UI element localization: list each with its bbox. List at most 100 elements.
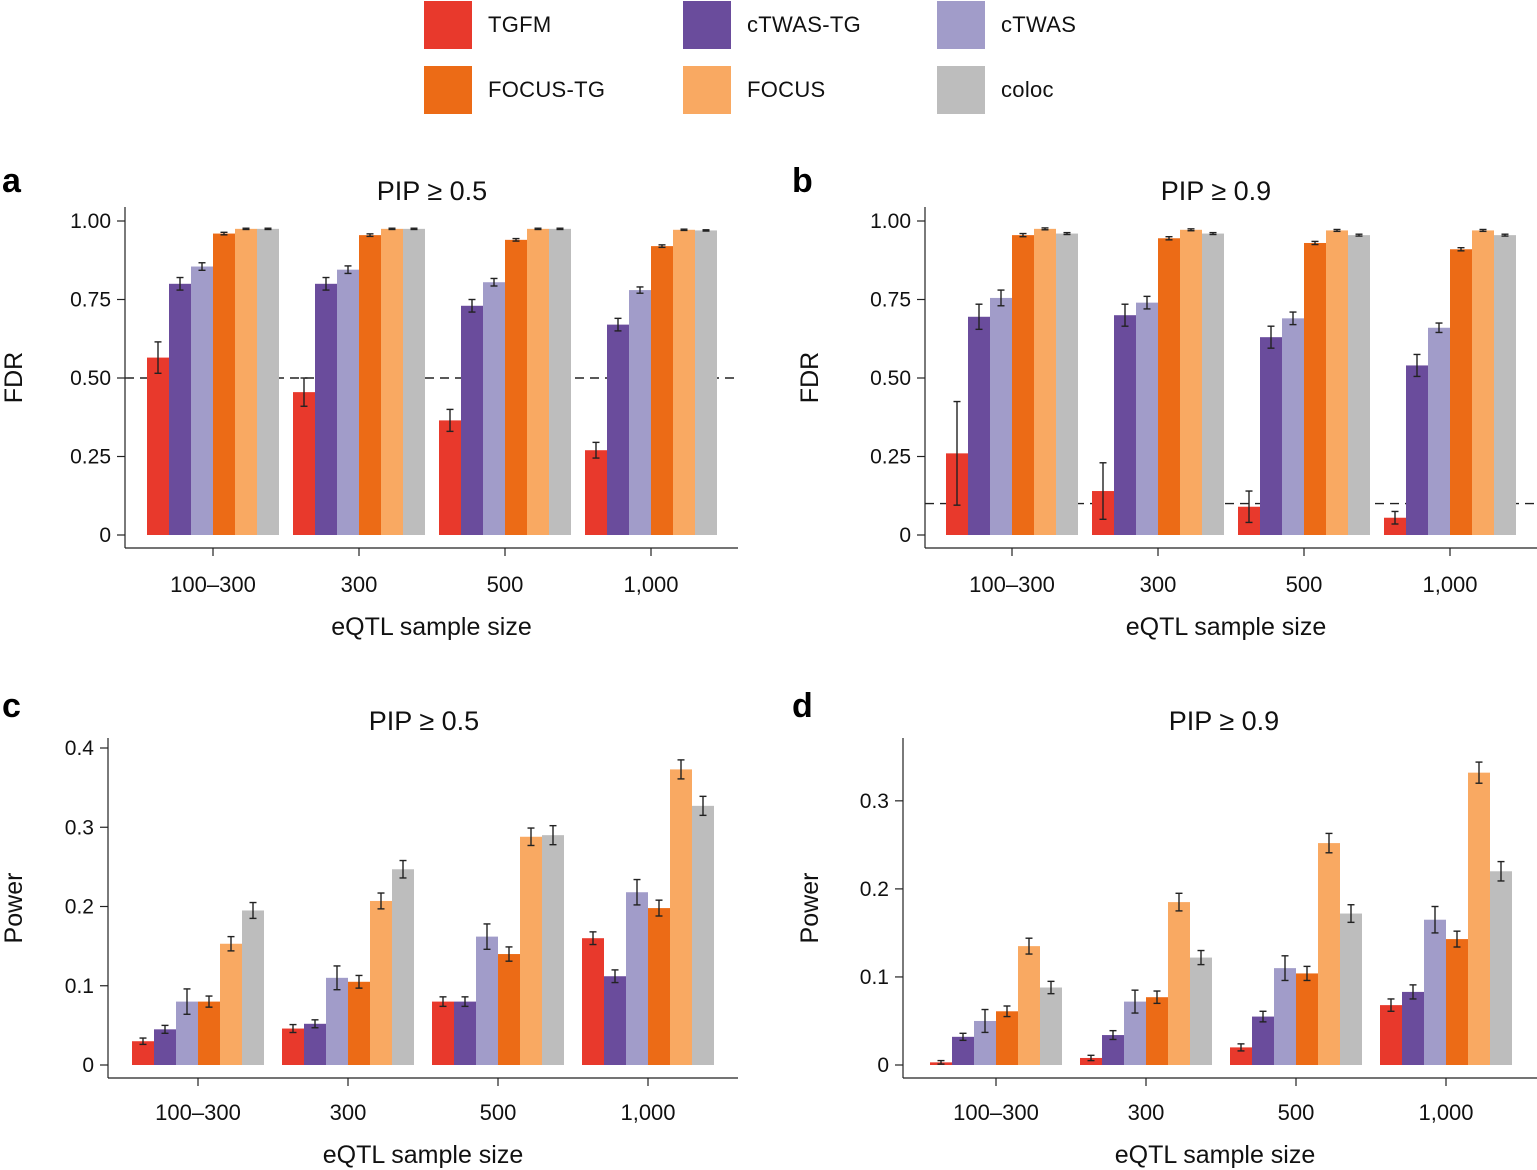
bar-tgfm-3: [585, 450, 607, 535]
bar-ctwas-tg-2: [1252, 1016, 1274, 1065]
legend-swatch-coloc: [937, 66, 985, 114]
x-tick-label: 100–300: [170, 572, 256, 597]
bar-focus-2: [527, 228, 549, 535]
x-tick-label: 1,000: [1418, 1100, 1473, 1125]
bar-ctwas-2: [1282, 318, 1304, 535]
legend-item-ctwas-tg: cTWAS-TG: [683, 0, 861, 50]
bar-focus-0: [235, 228, 257, 535]
x-axis-title: eQTL sample size: [331, 613, 532, 641]
bar-tgfm-3: [582, 938, 604, 1065]
bar-coloc-2: [1340, 913, 1362, 1065]
bar-focus-3: [1468, 772, 1490, 1065]
x-tick-label: 300: [1128, 1100, 1165, 1125]
bar-ctwas-tg-3: [607, 324, 629, 535]
y-tick-label: 0.3: [860, 790, 889, 813]
x-tick-label: 500: [1278, 1100, 1315, 1125]
bar-coloc-3: [1490, 871, 1512, 1065]
bar-coloc-2: [542, 835, 564, 1065]
bar-ctwas-1: [1124, 1001, 1146, 1065]
y-axis-title: Power: [796, 873, 824, 944]
bar-focus-1: [1168, 902, 1190, 1065]
bar-focus-tg-2: [1304, 242, 1326, 536]
panel-title-a: PIP ≥ 0.5: [377, 176, 487, 206]
x-tick-label: 300: [330, 1100, 367, 1125]
y-tick-label: 0: [82, 1054, 94, 1077]
bar-focus-tg-1: [359, 235, 381, 535]
y-tick-label: 1.00: [70, 210, 111, 233]
legend-swatch-focus: [683, 66, 731, 114]
legend-item-coloc: coloc: [937, 65, 1054, 115]
y-tick-label: 0.50: [870, 367, 911, 390]
x-tick-label: 100–300: [155, 1100, 241, 1125]
bar-ctwas-tg-0: [952, 1036, 974, 1065]
bar-focus-tg-2: [498, 954, 520, 1065]
bar-coloc-3: [1494, 235, 1516, 535]
bar-tgfm-3: [1380, 1005, 1402, 1065]
y-tick-label: 0: [877, 1054, 889, 1077]
bar-ctwas-tg-0: [169, 283, 191, 535]
y-axis-title: Power: [0, 873, 28, 944]
legend-item-ctwas: cTWAS: [937, 0, 1076, 50]
chart-panel-a: PIP ≥ 0.5 0 0.25 0.50 0.75 1.00 100–300 300 500 1…: [0, 176, 738, 641]
y-axis-title: FDR: [796, 352, 824, 403]
y-tick-label: 0.2: [860, 878, 889, 901]
bar-ctwas-tg-2: [1260, 337, 1282, 535]
x-axis-title: eQTL sample size: [1115, 1141, 1316, 1169]
x-axis-title: eQTL sample size: [323, 1141, 524, 1169]
bar-focus-0: [220, 943, 242, 1065]
bar-ctwas-3: [629, 290, 651, 535]
bar-ctwas-tg-1: [1102, 1035, 1124, 1065]
x-tick-label: 1,000: [620, 1100, 675, 1125]
x-tick-label: 100–300: [953, 1100, 1039, 1125]
bar-coloc-3: [695, 230, 717, 536]
x-tick-label: 500: [1286, 572, 1323, 597]
bar-ctwas-2: [483, 282, 505, 535]
bar-tgfm-2: [432, 1001, 454, 1065]
y-tick-label: 0.1: [65, 975, 94, 998]
bar-ctwas-3: [1424, 919, 1446, 1065]
bar-coloc-0: [1040, 987, 1062, 1065]
bar-focus-1: [370, 900, 392, 1065]
bar-focus-tg-0: [198, 1001, 220, 1065]
bar-ctwas-tg-3: [1406, 365, 1428, 535]
legend-label-ctwas-tg: cTWAS-TG: [747, 12, 862, 37]
bar-focus-tg-0: [1012, 235, 1034, 535]
bar-tgfm-2: [1230, 1047, 1252, 1065]
bar-focus-tg-3: [648, 908, 670, 1065]
bar-focus-tg-3: [1450, 249, 1472, 535]
bar-ctwas-tg-3: [1402, 991, 1424, 1065]
panel-title-d: PIP ≥ 0.9: [1169, 706, 1279, 736]
y-tick-label: 0.25: [70, 446, 111, 469]
bar-ctwas-1: [326, 977, 348, 1065]
y-axis-title: FDR: [0, 352, 28, 403]
bar-coloc-1: [403, 228, 425, 535]
y-tick-label: 0.4: [65, 737, 95, 760]
panel-letter-b: b: [792, 162, 813, 200]
bar-tgfm-1: [293, 392, 315, 535]
bar-ctwas-tg-1: [1114, 315, 1136, 535]
bar-ctwas-2: [476, 936, 498, 1065]
bar-focus-1: [381, 228, 403, 535]
panel-letter-c: c: [2, 687, 21, 725]
bar-ctwas-tg-2: [461, 305, 483, 535]
bar-tgfm-0: [147, 357, 169, 535]
x-axis-title: eQTL sample size: [1126, 613, 1327, 641]
bar-ctwas-2: [1274, 968, 1296, 1065]
bar-coloc-0: [1056, 233, 1078, 535]
bar-tgfm-2: [439, 420, 461, 535]
bar-focus-tg-1: [1146, 997, 1168, 1065]
bar-focus-tg-1: [1158, 238, 1180, 535]
x-tick-label: 1,000: [623, 572, 678, 597]
y-tick-label: 0.75: [70, 289, 111, 312]
legend-label-coloc: coloc: [1001, 77, 1054, 102]
bar-focus-tg-2: [505, 239, 527, 535]
bar-focus-0: [1018, 946, 1040, 1065]
legend-swatch-ctwas: [937, 1, 985, 49]
bar-focus-tg-0: [213, 233, 235, 535]
legend-item-focus-tg: FOCUS-TG: [424, 65, 605, 115]
y-tick-label: 0: [899, 524, 911, 547]
bar-focus-0: [1034, 228, 1056, 535]
bar-coloc-2: [549, 228, 571, 535]
y-tick-label: 0.25: [870, 446, 911, 469]
